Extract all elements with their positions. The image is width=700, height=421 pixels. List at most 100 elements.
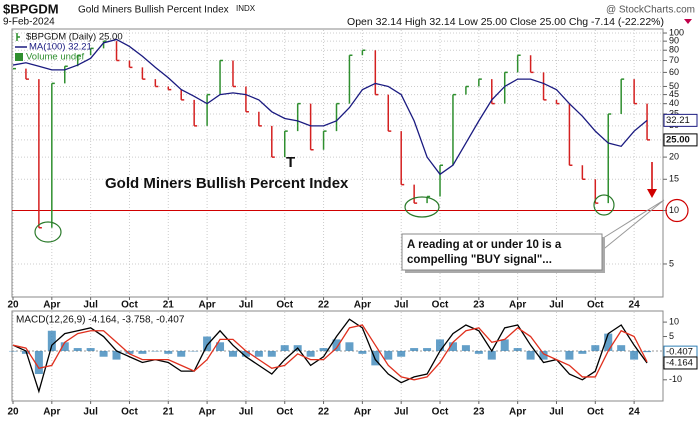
histogram-bar — [73, 348, 82, 351]
price-bar — [271, 125, 275, 158]
histogram-bar — [177, 350, 186, 357]
histogram-bar — [358, 350, 367, 354]
x-tick-label: 21 — [163, 300, 175, 311]
histogram-bar — [617, 345, 626, 351]
histogram-bar — [306, 350, 315, 357]
histogram-bar — [319, 348, 328, 351]
highlight-circle — [34, 221, 62, 243]
histogram-bar — [203, 336, 212, 351]
annotation: Gold Miners Bullish Percent Index — [105, 175, 349, 192]
y-tick-label: 5 — [669, 258, 674, 268]
series-line — [12, 318, 648, 394]
macd-legend: MACD(12,26,9) -4.164, -3.758, -0.407 — [16, 315, 185, 326]
legend-label: MA(100) 32.21 — [29, 42, 92, 53]
histogram-bar — [423, 348, 432, 351]
last-value-label: 32.21 — [666, 115, 690, 126]
x-tick-label: Jul — [239, 407, 254, 418]
histogram-bar — [125, 350, 134, 354]
histogram-bar — [591, 345, 600, 351]
price-bar — [646, 103, 651, 141]
histogram-bar — [526, 350, 535, 360]
histogram-bar — [552, 350, 561, 352]
reference-circle — [665, 198, 689, 223]
x-tick-label: 20 — [7, 407, 19, 418]
histogram-bar — [280, 345, 289, 351]
date: 9-Feb-2024 — [3, 17, 55, 28]
x-tick-label: Jul — [83, 407, 98, 418]
x-tick-label: Oct — [276, 300, 293, 311]
price-bar — [64, 65, 68, 84]
price-bar — [361, 49, 366, 56]
x-tick-label: Jul — [549, 407, 564, 418]
x-tick-label: Oct — [432, 407, 449, 418]
price-bar — [387, 94, 392, 132]
x-tick-label: Apr — [354, 407, 371, 418]
price-bar — [439, 164, 444, 197]
histogram-bar — [448, 342, 457, 351]
price-bar — [219, 59, 224, 95]
histogram-bar — [436, 339, 445, 351]
histogram-bar — [216, 342, 225, 351]
y-tick-label: 35 — [669, 108, 679, 118]
x-tick-label: Oct — [121, 300, 138, 311]
quote: Open 32.14 High 32.14 Low 25.00 Close 25… — [347, 16, 664, 28]
price-bar — [620, 78, 625, 114]
price-bar — [568, 103, 573, 166]
price-bar — [503, 71, 508, 104]
price-bar — [322, 130, 327, 150]
price-bar — [25, 68, 29, 80]
legend-label: $BPGDM (Daily) 25.00 — [26, 32, 123, 43]
histogram-bar — [267, 350, 276, 357]
y-tick-label: 90 — [669, 36, 679, 46]
legend-swatch — [15, 53, 23, 61]
x-tick-label: Oct — [121, 407, 138, 418]
histogram-bar — [410, 348, 419, 351]
price-bar — [38, 79, 42, 229]
histogram-bar — [604, 333, 613, 351]
price-bar — [309, 103, 314, 151]
histogram-bar — [9, 350, 17, 352]
price-bar — [335, 102, 340, 132]
histogram-bar — [254, 350, 263, 357]
y-tick-label: 10 — [669, 316, 679, 326]
histogram-bar — [151, 350, 160, 352]
histogram-bar — [513, 348, 522, 351]
x-tick-label: Jul — [394, 300, 409, 311]
last-value-label: -4.164 — [666, 357, 693, 368]
y-tick-label: 45 — [669, 89, 679, 99]
histogram-bar — [86, 348, 95, 351]
x-tick-label: 24 — [629, 407, 641, 418]
histogram-bar — [565, 350, 574, 360]
last-value-tag — [663, 356, 698, 370]
y-tick-label: 60 — [669, 67, 679, 77]
x-tick-label: Apr — [43, 300, 60, 311]
callout-box — [401, 233, 603, 271]
x-tick-label: Jul — [549, 300, 564, 311]
y-tick-label: 15 — [669, 174, 679, 184]
histogram-bar — [500, 339, 509, 351]
histogram-bar — [241, 350, 250, 357]
x-tick-label: 23 — [473, 300, 485, 311]
x-tick-label: 22 — [318, 407, 330, 418]
series-line — [12, 324, 648, 381]
price-bar — [400, 131, 405, 186]
histogram-bar — [47, 330, 56, 351]
y-tick-label: 10 — [669, 205, 679, 215]
histogram-bar — [112, 350, 121, 360]
histogram-bar — [397, 350, 406, 357]
histogram-bar — [332, 339, 341, 351]
x-tick-label: Oct — [587, 407, 604, 418]
y-tick-label: 100 — [669, 27, 684, 37]
y-tick-label: 50 — [669, 81, 679, 91]
annotation: T — [286, 154, 295, 171]
x-tick-label: 24 — [629, 300, 641, 311]
y-tick-label: -10 — [669, 374, 682, 384]
histogram-bar — [164, 350, 173, 354]
price-bar — [232, 60, 236, 88]
highlight-circle — [593, 194, 615, 216]
price-frame — [11, 28, 664, 298]
x-tick-label: Jul — [83, 300, 98, 311]
y-tick-label: 70 — [669, 55, 679, 65]
price-bar — [633, 79, 638, 105]
histogram-bar — [60, 342, 69, 351]
